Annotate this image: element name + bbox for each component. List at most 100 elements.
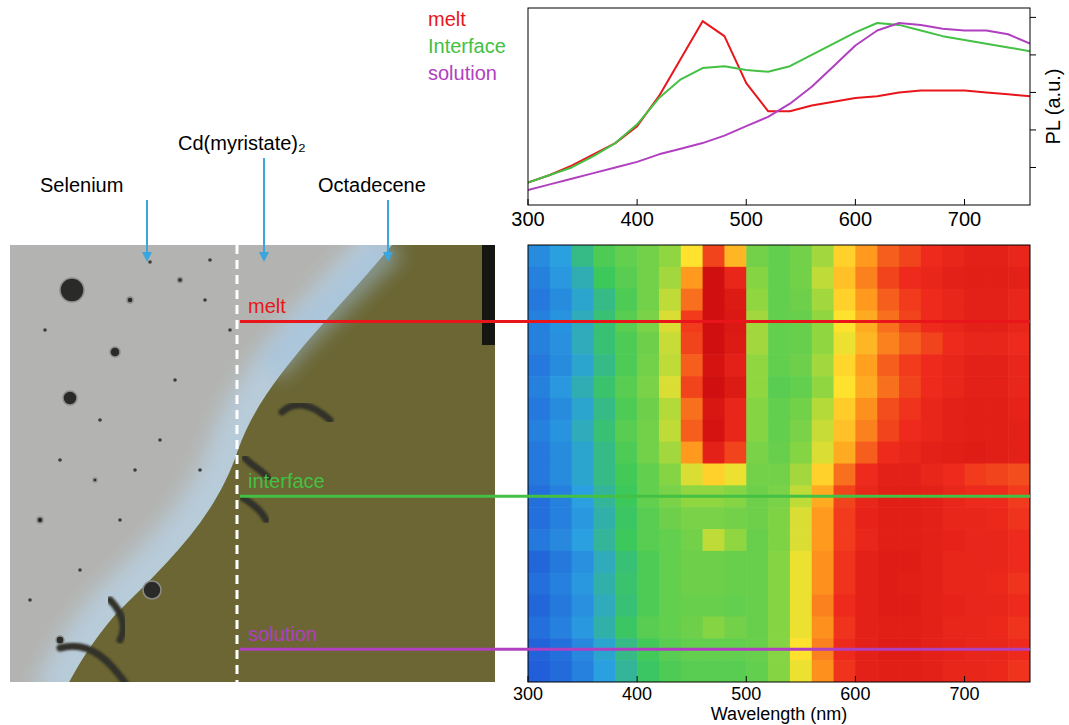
heat-cell <box>593 595 615 617</box>
octadecene-region <box>60 245 495 682</box>
heat-cell <box>528 245 550 267</box>
heat-cell <box>899 398 921 420</box>
heat-cell <box>572 420 594 442</box>
heat-cell <box>550 354 572 376</box>
heat-cell <box>1008 442 1030 464</box>
heat-cell <box>899 616 921 638</box>
heat-cell <box>899 660 921 682</box>
heat-cell <box>768 245 790 267</box>
speck <box>228 328 232 332</box>
heat-cell <box>746 376 768 398</box>
y-axis-title: PL (a.u.) <box>1042 69 1064 145</box>
x-tick <box>964 676 965 682</box>
heat-cell <box>790 660 812 682</box>
heat-cell <box>572 267 594 289</box>
y-tick <box>1030 54 1036 55</box>
heat-cell <box>746 660 768 682</box>
heat-cell <box>681 529 703 551</box>
heat-cell <box>528 551 550 573</box>
heat-cell <box>899 529 921 551</box>
heat-cell <box>637 354 659 376</box>
heat-cell <box>834 267 856 289</box>
heat-cell <box>637 267 659 289</box>
y-tick <box>1030 167 1036 168</box>
heat-cell <box>986 464 1008 486</box>
heat-cell <box>812 507 834 529</box>
heat-cell <box>986 398 1008 420</box>
heat-cell <box>746 529 768 551</box>
heat-cell <box>637 595 659 617</box>
heat-cell <box>768 354 790 376</box>
region-label: Cd(myristate)₂ <box>178 132 306 154</box>
legend-entry: melt <box>428 8 466 30</box>
speck <box>158 438 162 442</box>
heat-cell <box>965 616 987 638</box>
x-tick <box>855 676 856 682</box>
heat-cell <box>572 442 594 464</box>
heat-cell <box>572 464 594 486</box>
heat-cell <box>1008 289 1030 311</box>
row-marker-label: solution <box>248 623 317 645</box>
heat-cell <box>877 616 899 638</box>
heat-cell <box>834 573 856 595</box>
heat-cell <box>921 398 943 420</box>
heat-cell <box>899 245 921 267</box>
heat-cell <box>528 289 550 311</box>
heat-cell <box>1008 507 1030 529</box>
heat-cell <box>899 332 921 354</box>
heat-cell <box>877 289 899 311</box>
heat-cell <box>855 354 877 376</box>
heat-cell <box>703 332 725 354</box>
heat-cell <box>965 507 987 529</box>
heat-cell <box>921 289 943 311</box>
heat-cell <box>965 267 987 289</box>
x-tick-label: 700 <box>948 208 981 230</box>
x-tick <box>964 199 965 205</box>
heat-cell <box>921 442 943 464</box>
heat-cell <box>637 398 659 420</box>
heat-cell <box>812 616 834 638</box>
x-tick <box>855 199 856 205</box>
heat-cell <box>812 595 834 617</box>
heat-cell <box>724 267 746 289</box>
heat-cell <box>899 289 921 311</box>
heat-cell <box>768 551 790 573</box>
x-tick-label: 600 <box>840 684 870 704</box>
heat-cell <box>943 245 965 267</box>
heat-cell <box>965 420 987 442</box>
heat-cell <box>943 507 965 529</box>
heat-cell <box>965 398 987 420</box>
heat-cell <box>703 660 725 682</box>
heat-cell <box>724 398 746 420</box>
heat-cell <box>615 442 637 464</box>
heat-cell <box>768 616 790 638</box>
heat-cell <box>1008 332 1030 354</box>
heat-cell <box>724 442 746 464</box>
heat-cell <box>724 595 746 617</box>
heat-cell <box>965 595 987 617</box>
x-tick <box>746 199 747 205</box>
heat-cell <box>703 267 725 289</box>
x-tick-label: 400 <box>622 684 652 704</box>
heat-cell <box>724 289 746 311</box>
heat-cell <box>659 595 681 617</box>
row-marker-label: interface <box>248 470 325 492</box>
heat-cell <box>921 595 943 617</box>
heat-cell <box>855 573 877 595</box>
heat-cell <box>550 660 572 682</box>
heat-cell <box>615 595 637 617</box>
dark-edge <box>482 245 495 345</box>
heat-cell <box>637 616 659 638</box>
heat-cell <box>855 420 877 442</box>
heat-cell <box>724 464 746 486</box>
heat-cell <box>550 616 572 638</box>
x-tick-label: 300 <box>511 208 544 230</box>
heat-cell <box>550 245 572 267</box>
heat-cell <box>768 442 790 464</box>
heat-cell <box>812 442 834 464</box>
heat-cell <box>965 442 987 464</box>
x-tick <box>528 199 529 205</box>
heat-cell <box>528 573 550 595</box>
heat-cell <box>768 507 790 529</box>
heat-cell <box>812 267 834 289</box>
